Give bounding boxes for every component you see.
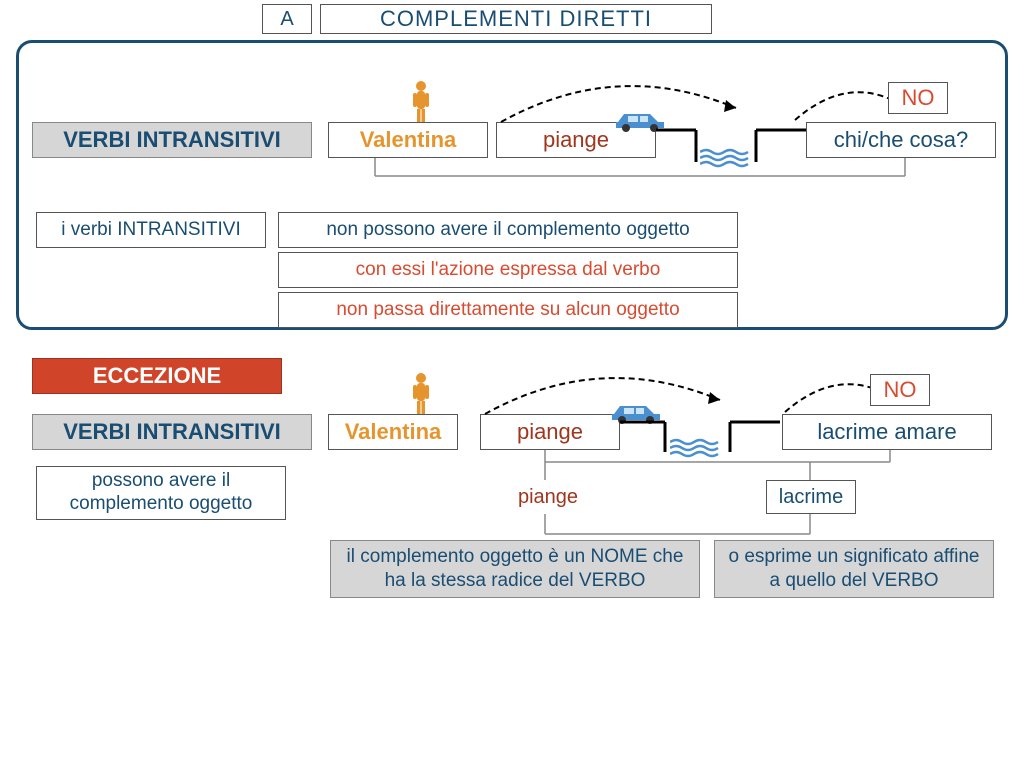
verb-piange-2: piange: [480, 414, 620, 450]
verb-piange-3: piange: [498, 480, 598, 514]
subject-valentina-2: Valentina: [328, 414, 458, 450]
sub3-box: con essi l'azione espressa dal verbo: [278, 252, 738, 288]
waves-icon: [700, 148, 750, 168]
noun-lacrime: lacrime: [766, 480, 856, 514]
car-icon-2: [606, 400, 666, 424]
note1-box: possono avere il complemento oggetto: [36, 466, 286, 520]
gray-box-2: o esprime un significato affine a quello…: [714, 540, 994, 598]
car-icon: [610, 108, 670, 132]
no-box-2: NO: [870, 374, 930, 406]
waves-icon-2: [670, 438, 720, 458]
header-letter: A: [262, 4, 312, 34]
gray2-text: o esprime un significato affine a quello…: [721, 545, 987, 593]
section2-label: VERBI INTRANSITIVI: [32, 414, 312, 450]
question-box: chi/che cosa?: [806, 122, 996, 158]
sub1-box: i verbi INTRANSITIVI: [36, 212, 266, 248]
complement-box: lacrime amare: [782, 414, 992, 450]
header-title: COMPLEMENTI DIRETTI: [320, 4, 712, 34]
gray1-text: il complemento oggetto è un NOME che ha …: [337, 545, 693, 593]
gray-box-1: il complemento oggetto è un NOME che ha …: [330, 540, 700, 598]
exception-box: ECCEZIONE: [32, 358, 282, 394]
note1-text: possono avere il complemento oggetto: [43, 470, 279, 516]
sub4-box: non passa direttamente su alcun oggetto: [278, 292, 738, 328]
sub2-box: non possono avere il complemento oggetto: [278, 212, 738, 248]
subject-valentina-1: Valentina: [328, 122, 488, 158]
no-box-1: NO: [888, 82, 948, 114]
section1-label: VERBI INTRANSITIVI: [32, 122, 312, 158]
